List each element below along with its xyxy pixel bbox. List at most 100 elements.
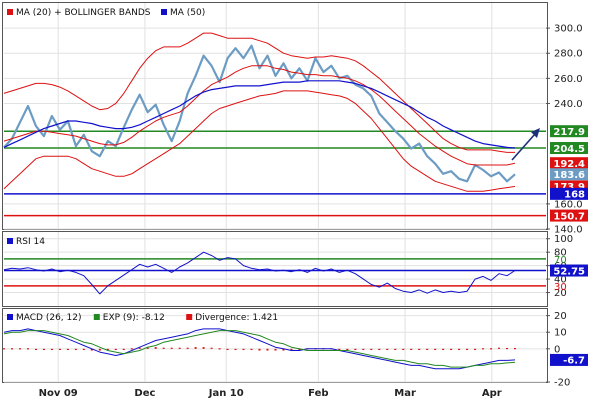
ma50-line xyxy=(3,80,516,149)
legends: MA (20) + BOLLINGER BANDS MA (50) RSI 14 MA… xyxy=(7,8,278,323)
divergence-bar xyxy=(386,348,389,351)
divergence-bar xyxy=(370,348,373,351)
divergence-bar xyxy=(482,348,485,350)
divergence-bar xyxy=(138,347,141,349)
month-label: Jan 10 xyxy=(208,388,244,399)
month-label: Feb xyxy=(308,388,328,399)
divergence-bar xyxy=(226,348,229,351)
divergence-bar xyxy=(474,348,477,351)
divergence-bar xyxy=(194,347,197,349)
value-tag-label: 52.75 xyxy=(553,266,585,277)
divergence-bar xyxy=(458,348,461,351)
legend-label: EXP (9): -8.12 xyxy=(103,313,165,323)
legend-swatch xyxy=(7,9,13,15)
divergence-bar xyxy=(186,347,189,349)
y-tick-label: 10 xyxy=(554,328,567,339)
divergence-bar xyxy=(82,348,85,351)
value-tag xyxy=(550,187,588,200)
divergence-bar xyxy=(242,348,245,351)
value-tag-label: 168 xyxy=(564,190,585,201)
divergence-bar xyxy=(50,348,53,351)
price-level-lines xyxy=(4,130,546,217)
divergence-bar xyxy=(450,348,453,351)
divergence-bar xyxy=(426,348,429,351)
rsi-grid xyxy=(4,238,546,294)
divergence-bar xyxy=(290,348,293,351)
divergence-bar xyxy=(378,348,381,351)
divergence-bar xyxy=(90,348,93,351)
rsi-panel xyxy=(2,231,548,307)
divergence-bar xyxy=(250,348,253,351)
legend-label: MA (50) xyxy=(170,8,205,18)
divergence-bar xyxy=(418,348,421,351)
divergence-bar xyxy=(362,348,365,351)
divergence-bar xyxy=(434,348,437,351)
divergence-bar xyxy=(466,348,469,351)
y-tick-label: 260.0 xyxy=(554,74,583,85)
value-tag-label: 217.9 xyxy=(553,127,585,138)
divergence-bar xyxy=(74,348,77,351)
value-tag-label: -6.7 xyxy=(563,356,585,367)
legend-swatch xyxy=(7,238,13,244)
divergence-bar xyxy=(18,348,21,350)
divergence-bar xyxy=(274,348,277,351)
divergence-bar xyxy=(162,347,165,349)
value-tag xyxy=(550,157,588,170)
rsi-series-lines xyxy=(3,251,516,295)
divergence-bar xyxy=(122,348,125,351)
value-tag-label: 183.6 xyxy=(553,170,585,181)
divergence-bar xyxy=(106,348,109,351)
y-tick-label: 20 xyxy=(554,311,567,322)
y-tick-label: 80 xyxy=(554,248,567,259)
divergence-bar xyxy=(58,348,61,351)
y-tick-label: 160.0 xyxy=(554,199,583,210)
divergence-bar xyxy=(114,348,117,351)
y-tick-label: 300.0 xyxy=(554,24,583,35)
bollinger-upper-line xyxy=(3,32,515,153)
price-series-lines xyxy=(3,32,516,192)
value-tag xyxy=(550,353,588,366)
divergence-bar xyxy=(154,347,157,349)
rsi-level-label: 70 xyxy=(554,255,567,266)
y-axis-ticks: 300.0280.0260.0240.0160.0140.01008060402… xyxy=(546,24,583,389)
divergence-bar xyxy=(42,348,45,351)
divergence-bar xyxy=(3,348,5,350)
divergence-bar xyxy=(170,347,173,349)
divergence-bar xyxy=(282,348,285,351)
divergence-bar xyxy=(338,348,341,351)
legend-swatch xyxy=(93,314,100,320)
divergence-bar xyxy=(514,347,516,350)
month-label: Dec xyxy=(134,388,155,399)
y-tick-label: 140.0 xyxy=(554,225,583,236)
legend-swatch xyxy=(186,314,193,320)
value-tag-label: 173.9 xyxy=(553,182,585,193)
value-tag xyxy=(550,168,588,181)
legend-label: MA (20) + BOLLINGER BANDS xyxy=(16,8,151,18)
divergence-bar xyxy=(298,348,301,351)
divergence-bar xyxy=(66,348,69,351)
value-tag-label: 204.5 xyxy=(553,144,585,155)
divergence-bar xyxy=(346,348,349,351)
rsi-line xyxy=(3,251,516,295)
divergence-bar xyxy=(258,348,261,351)
value-tag xyxy=(550,209,588,222)
divergence-bar xyxy=(410,348,413,351)
y-tick-label: 20 xyxy=(554,288,567,299)
legend-label: RSI 14 xyxy=(16,237,45,247)
projection-arrow xyxy=(511,128,540,161)
macd-series-lines xyxy=(3,328,516,370)
divergence-bar xyxy=(10,348,13,350)
month-label: Apr xyxy=(482,388,502,399)
month-labels: Nov 09 Dec Jan 10 Feb Mar Apr xyxy=(39,388,502,399)
rsi-level-label: 30 xyxy=(554,282,567,293)
value-tag xyxy=(550,125,588,138)
divergence-bar xyxy=(506,347,509,350)
exp9-line xyxy=(3,330,516,368)
y-tick-label: -20 xyxy=(554,378,570,389)
divergence-bar xyxy=(234,348,237,351)
y-tick-label: 240.0 xyxy=(554,99,583,110)
legend-label: Divergence: 1.421 xyxy=(195,313,278,323)
value-tag-label: 192.4 xyxy=(553,159,585,170)
value-tag xyxy=(550,264,588,277)
